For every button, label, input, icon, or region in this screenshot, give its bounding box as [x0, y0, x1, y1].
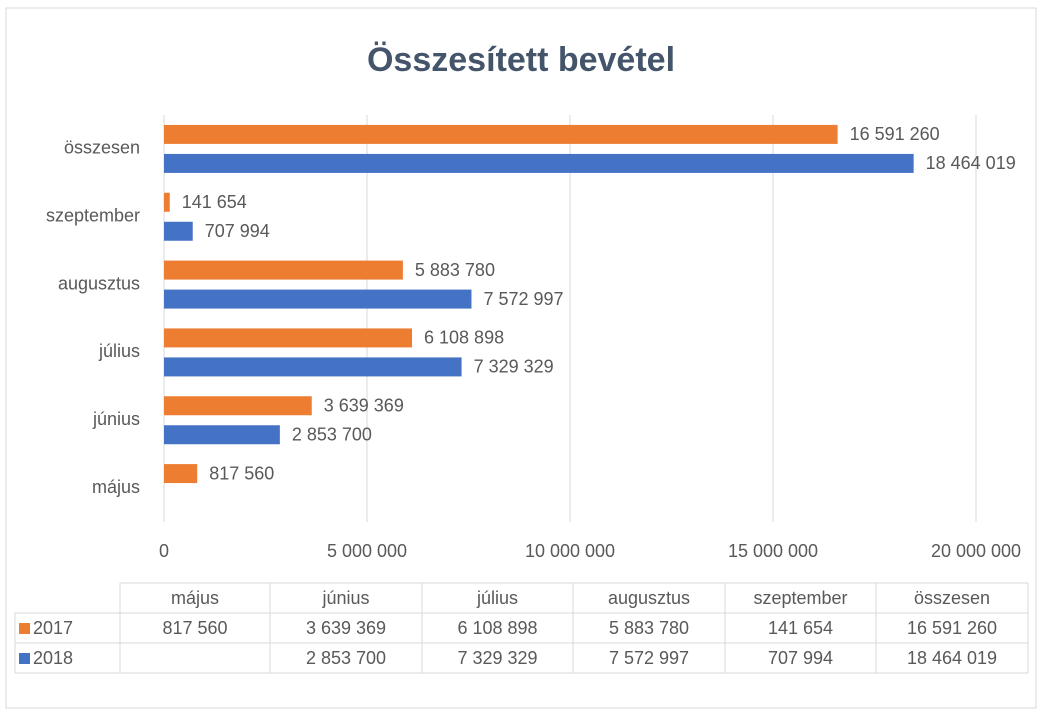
y-tick-label: szeptember — [46, 206, 140, 226]
value-label: 18 464 019 — [926, 153, 1016, 173]
legend-swatch — [19, 623, 30, 634]
value-label: 707 994 — [205, 221, 270, 241]
legend-label: 2018 — [33, 648, 73, 668]
bar — [164, 124, 838, 144]
table-cell: 5 883 780 — [609, 618, 689, 638]
table-cell: 2 853 700 — [306, 648, 386, 668]
bar — [164, 328, 413, 348]
table-cell: 6 108 898 — [457, 618, 537, 638]
bar — [164, 396, 312, 416]
value-label: 5 883 780 — [415, 260, 495, 280]
value-label: 7 329 329 — [474, 357, 554, 377]
bar — [164, 192, 170, 212]
x-tick-label: 5 000 000 — [327, 541, 407, 561]
bar — [164, 425, 280, 445]
table-cell: 817 560 — [162, 618, 227, 638]
table-cell: 3 639 369 — [306, 618, 386, 638]
value-label: 7 572 997 — [483, 289, 563, 309]
table-cell: 141 654 — [768, 618, 833, 638]
x-tick-label: 15 000 000 — [728, 541, 818, 561]
bar — [164, 221, 193, 241]
table-header: május — [171, 588, 219, 608]
value-label: 817 560 — [209, 463, 274, 483]
bar — [164, 153, 914, 173]
y-tick-label: augusztus — [58, 273, 140, 293]
table-header: június — [321, 588, 369, 608]
table-cell: 16 591 260 — [907, 618, 997, 638]
table-header: szeptember — [753, 588, 847, 608]
table-cell: 18 464 019 — [907, 648, 997, 668]
y-tick-label: május — [92, 477, 140, 497]
table-header: összesen — [914, 588, 990, 608]
y-tick-label: június — [92, 409, 140, 429]
table-cell: 7 572 997 — [609, 648, 689, 668]
table-cell: 7 329 329 — [457, 648, 537, 668]
table-cell: 707 994 — [768, 648, 833, 668]
bar — [164, 357, 462, 377]
chart-title: Összesített bevétel — [367, 41, 675, 79]
x-tick-label: 20 000 000 — [931, 541, 1021, 561]
y-tick-label: összesen — [64, 138, 140, 158]
legend-swatch — [19, 653, 30, 664]
table-header: július — [476, 588, 518, 608]
bar — [164, 260, 403, 280]
value-label: 16 591 260 — [850, 124, 940, 144]
x-tick-label: 0 — [159, 541, 169, 561]
x-tick-label: 10 000 000 — [525, 541, 615, 561]
legend-label: 2017 — [33, 618, 73, 638]
value-label: 2 853 700 — [292, 425, 372, 445]
bar — [164, 289, 472, 309]
value-label: 3 639 369 — [324, 396, 404, 416]
table-header: augusztus — [608, 588, 690, 608]
value-label: 6 108 898 — [424, 328, 504, 348]
bar — [164, 464, 198, 484]
y-tick-label: július — [98, 341, 140, 361]
value-label: 141 654 — [182, 192, 247, 212]
